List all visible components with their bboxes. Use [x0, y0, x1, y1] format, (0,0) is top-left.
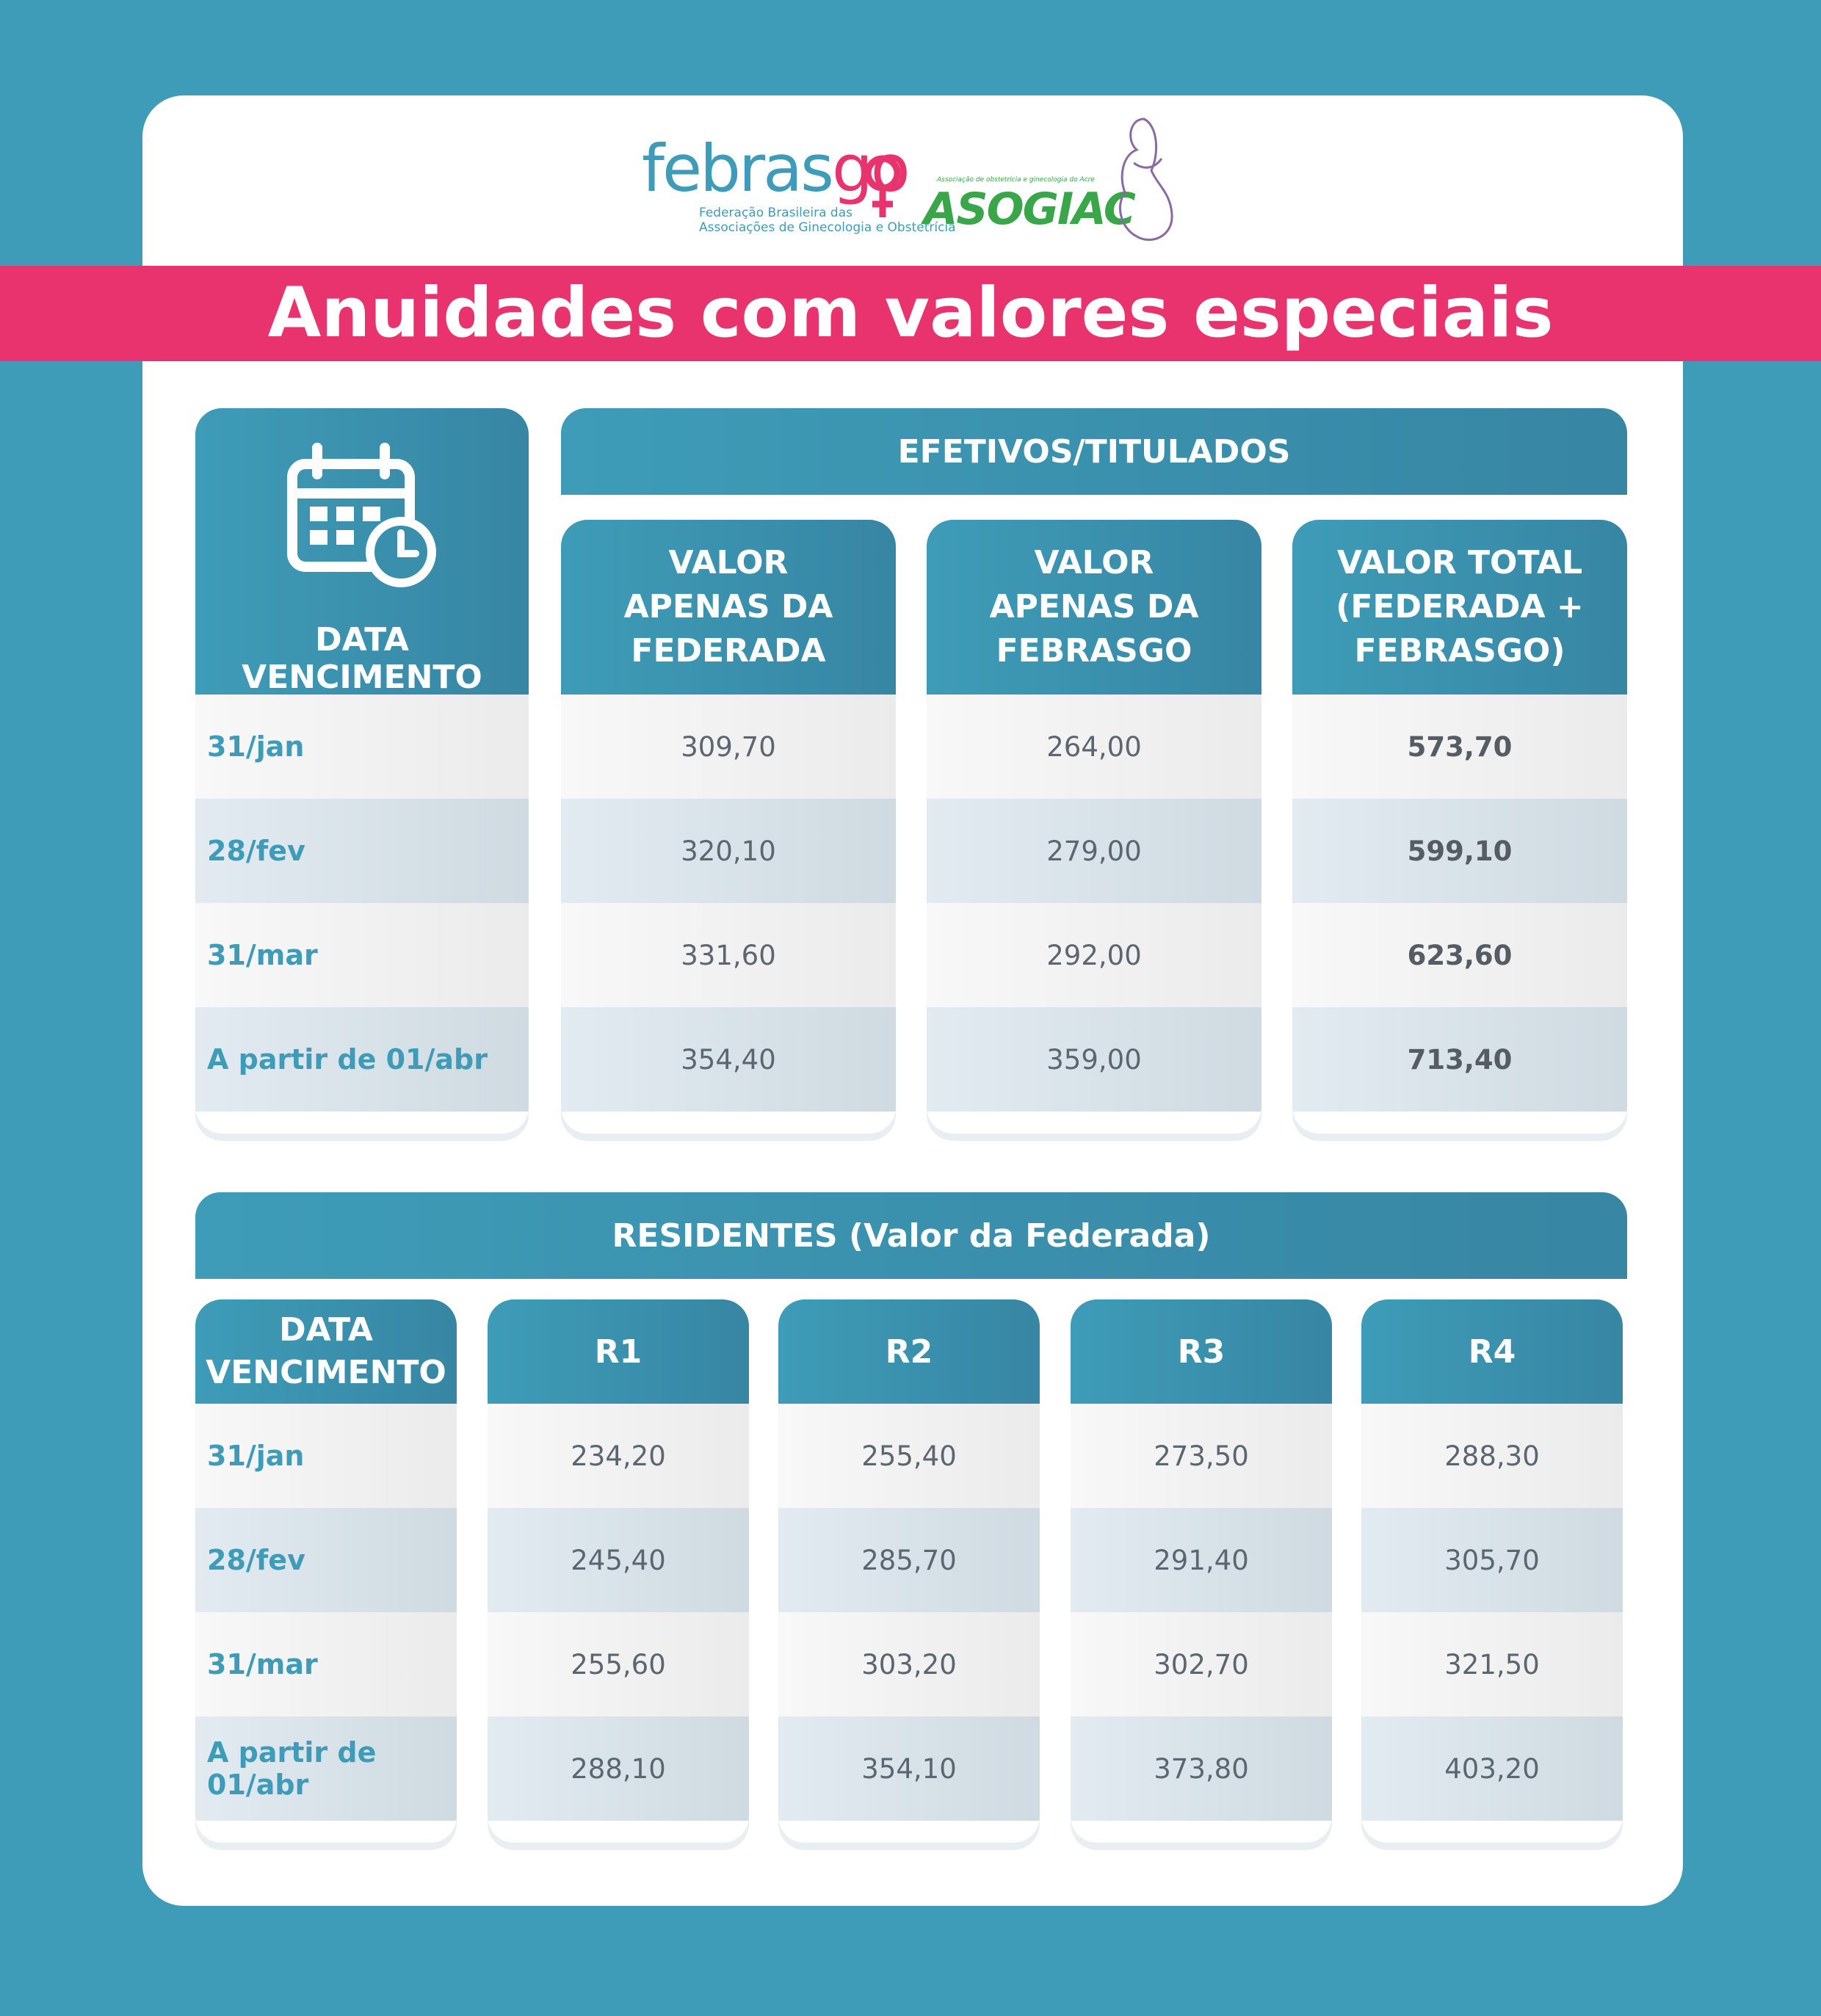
efetivos-date-header: DATA VENCIMENTO — [195, 408, 529, 696]
table-cell: 305,70 — [1361, 1508, 1623, 1612]
efetivos-date-header-label: DATA VENCIMENTO — [242, 621, 482, 696]
table-cell: 320,10 — [561, 799, 896, 903]
table-cell: 302,70 — [1071, 1612, 1332, 1716]
table-cell: 354,10 — [778, 1716, 1040, 1821]
table-row-date: 31/mar — [195, 1612, 457, 1716]
residentes-date-column: DATA VENCIMENTO 31/jan 28/fev 31/mar A p… — [195, 1299, 457, 1843]
table-row-date: A partir de 01/abr — [195, 1007, 529, 1112]
table-cell: 285,70 — [778, 1508, 1040, 1612]
table-cell: 288,30 — [1361, 1404, 1623, 1508]
efetivos-section-header: EFETIVOS/TITULADOS — [561, 408, 1627, 495]
table-cell: 321,50 — [1361, 1612, 1623, 1716]
table-cell-total: 713,40 — [1292, 1007, 1627, 1112]
efetivos-federada-column: VALOR APENAS DA FEDERADA 309,70 320,10 3… — [561, 520, 896, 1134]
efetivos-total-column: VALOR TOTAL (FEDERADA + FEBRASGO) 573,70… — [1292, 520, 1627, 1134]
page-title: Anuidades com valores especiais — [267, 273, 1554, 353]
table-row-date: 31/mar — [195, 903, 529, 1007]
asogiac-logo: Associação de obstetrícia e ginecologia … — [924, 112, 1188, 258]
table-cell-total: 599,10 — [1292, 799, 1627, 903]
table-cell: 264,00 — [927, 695, 1261, 799]
table-row-date: 28/fev — [195, 1508, 457, 1612]
residentes-r3-header: R3 — [1071, 1299, 1332, 1404]
efetivos-febrasgo-header: VALOR APENAS DA FEBRASGO — [927, 520, 1261, 695]
table-cell: 403,20 — [1361, 1716, 1623, 1821]
table-cell: 234,20 — [488, 1404, 749, 1508]
table-cell-total: 573,70 — [1292, 695, 1627, 799]
table-cell: 273,50 — [1071, 1404, 1332, 1508]
table-cell: 359,00 — [927, 1007, 1261, 1112]
calendar-clock-icon — [287, 443, 436, 587]
asogiac-wordmark: ASOGIAC — [924, 184, 1136, 235]
febrasgo-logo: febrasgo Federação Brasileira das Associ… — [642, 132, 956, 250]
residentes-r2-header: R2 — [778, 1299, 1040, 1404]
table-row-date: A partir de 01/abr — [195, 1716, 457, 1821]
table-cell: 255,60 — [488, 1612, 749, 1716]
asogiac-tagline: Associação de obstetrícia e ginecologia … — [937, 176, 1095, 184]
febrasgo-tagline-line2: Associações de Ginecologia e Obstetrícia — [699, 220, 956, 235]
residentes-r1-column: R1 234,20 245,40 255,60 288,10 — [488, 1299, 749, 1843]
table-cell: 354,40 — [561, 1007, 896, 1112]
table-cell: 279,00 — [927, 799, 1261, 903]
efetivos-federada-header: VALOR APENAS DA FEDERADA — [561, 520, 896, 695]
table-row-date: 31/jan — [195, 1404, 457, 1508]
logos-area: febrasgo Federação Brasileira das Associ… — [142, 95, 1683, 264]
table-row-date: 28/fev — [195, 799, 529, 903]
efetivos-total-header: VALOR TOTAL (FEDERADA + FEBRASGO) — [1292, 520, 1627, 695]
table-cell: 331,60 — [561, 903, 896, 1007]
efetivos-date-column: DATA VENCIMENTO 31/jan 28/fev 31/mar A p… — [195, 408, 529, 1134]
table-cell: 291,40 — [1071, 1508, 1332, 1612]
residentes-r2-column: R2 255,40 285,70 303,20 354,10 — [778, 1299, 1040, 1843]
residentes-r3-column: R3 273,50 291,40 302,70 373,80 — [1071, 1299, 1332, 1843]
table-cell: 309,70 — [561, 695, 896, 799]
efetivos-febrasgo-column: VALOR APENAS DA FEBRASGO 264,00 279,00 2… — [927, 520, 1261, 1134]
residentes-r4-column: R4 288,30 305,70 321,50 403,20 — [1361, 1299, 1623, 1843]
residentes-section-header: RESIDENTES (Valor da Federada) — [195, 1192, 1627, 1279]
residentes-date-header: DATA VENCIMENTO — [195, 1299, 457, 1404]
table-row-date: 31/jan — [195, 695, 529, 799]
table-cell: 255,40 — [778, 1404, 1040, 1508]
table-cell: 288,10 — [488, 1716, 749, 1821]
table-cell: 245,40 — [488, 1508, 749, 1612]
table-cell: 303,20 — [778, 1612, 1040, 1716]
residentes-r4-header: R4 — [1361, 1299, 1623, 1404]
title-band: Anuidades com valores especiais — [0, 266, 1821, 361]
febrasgo-tagline-line1: Federação Brasileira das — [699, 206, 852, 220]
pregnant-figure-icon — [1118, 117, 1173, 241]
venus-icon — [864, 155, 901, 217]
residentes-r1-header: R1 — [488, 1299, 749, 1404]
table-cell: 373,80 — [1071, 1716, 1332, 1821]
table-cell: 292,00 — [927, 903, 1261, 1007]
table-cell-total: 623,60 — [1292, 903, 1627, 1007]
